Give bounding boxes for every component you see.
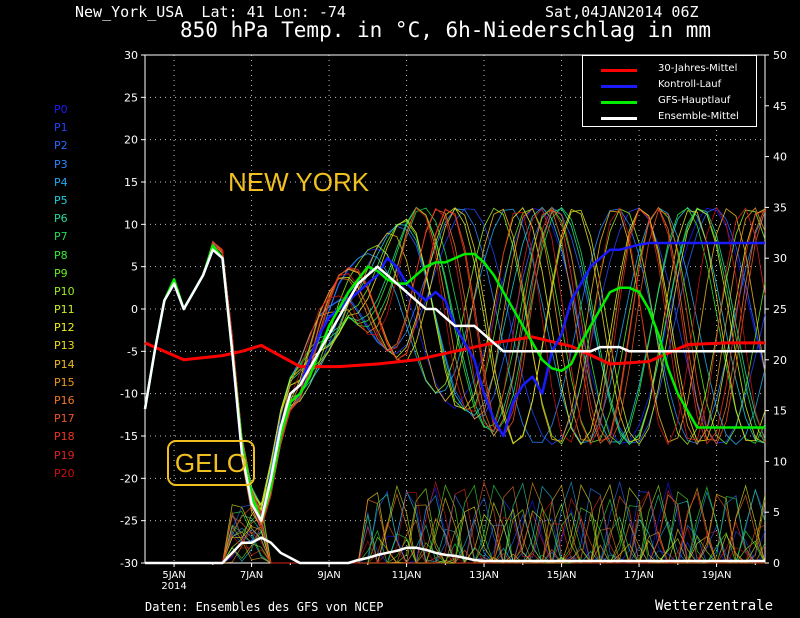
y-right-tick-label: 45	[773, 100, 787, 113]
member-label-p0: P0	[54, 103, 68, 116]
legend-entry: Kontroll-Lauf	[583, 78, 756, 94]
member-label-p2: P2	[54, 139, 68, 153]
member-label-p4: P4	[54, 175, 68, 189]
chart-axes: -30 -25 -20 -15 -10 -5 0 5 10 15 20 25 30 0 5 10 15 20 25 3…	[120, 49, 787, 592]
y-right-tick-label: 40	[773, 151, 787, 164]
legend-label: Kontroll-Lauf	[658, 79, 722, 90]
y-right-tick-label: 25	[773, 303, 787, 316]
y-left-tick-label: 20	[124, 134, 138, 147]
legend-swatch	[601, 101, 637, 104]
legend-entry: GFS-Hauptlauf	[583, 94, 756, 110]
y-right-tick-label: 20	[773, 354, 787, 367]
series-30-jahres-mittel	[144, 335, 765, 369]
data-source-label: Daten: Ensembles des GFS von NCEP	[145, 600, 384, 614]
member-label-p15: P15	[54, 375, 75, 389]
member-label-p18: P18	[54, 430, 75, 444]
legend-label: GFS-Hauptlauf	[658, 95, 731, 106]
member-label-p19: P19	[54, 448, 75, 462]
member-line-p15	[144, 207, 766, 529]
member-label-p9: P9	[54, 266, 68, 280]
member-label-p1: P1	[54, 121, 68, 135]
main-lines	[143, 241, 765, 565]
member-precip-p19	[145, 480, 766, 565]
y-right-tick-label: 15	[773, 405, 787, 418]
member-label-p3: P3	[54, 157, 68, 171]
member-label-p5: P5	[54, 193, 68, 207]
legend-label: 30-Jahres-Mittel	[658, 63, 738, 74]
x-tick-label: 19JAN	[702, 570, 732, 581]
y-left-tick-label: -5	[127, 345, 138, 358]
member-lines	[144, 206, 766, 565]
member-precip-p18	[145, 488, 765, 564]
y-right-tick-label: 35	[773, 201, 787, 214]
y-left-tick-label: 10	[124, 218, 138, 231]
y-right-tick-label: 5	[773, 506, 780, 519]
member-label-p6: P6	[54, 212, 68, 226]
chart-legend: 30-Jahres-Mittel Kontroll-Lauf GFS-Hauptla…	[582, 55, 757, 127]
legend-swatch	[601, 117, 637, 120]
brand-label: Wetterzentrale	[655, 598, 774, 614]
y-right-tick-label: 0	[773, 557, 780, 570]
member-label-p17: P17	[54, 412, 75, 426]
x-tick-label: 13JAN	[469, 570, 499, 581]
member-precip-p14	[145, 484, 765, 564]
member-label-p8: P8	[54, 248, 68, 262]
x-tick-label: 17JAN	[624, 570, 654, 581]
y-left-tick-label: 30	[124, 49, 138, 62]
y-left-tick-label: -30	[120, 557, 138, 570]
legend-swatch	[601, 85, 637, 88]
series-ensemble-mittel	[143, 248, 765, 522]
y-left-tick-label: -10	[120, 388, 138, 401]
member-label-p7: P7	[54, 230, 68, 244]
legend-entry: 30-Jahres-Mittel	[583, 62, 756, 78]
date-label: Sat,04JAN2014 06Z	[545, 3, 699, 21]
chart-title: 850 hPa Temp. in °C, 6h-Niederschlag in …	[180, 18, 712, 42]
y-left-tick-label: -25	[120, 515, 138, 528]
legend-swatch	[601, 69, 637, 72]
member-label-p16: P16	[54, 394, 75, 407]
y-right-tick-label: 30	[773, 252, 787, 265]
y-left-tick-label: 15	[124, 176, 138, 189]
y-right-tick-label: 10	[773, 455, 787, 468]
city-annotation: NEW YORK	[228, 167, 370, 197]
member-label-p14: P14	[54, 357, 75, 371]
station-label: New_York_USA Lat: 41 Lon: -74	[75, 3, 346, 21]
y-left-tick-label: -15	[120, 430, 138, 443]
y-left-tick-label: 25	[124, 91, 138, 104]
member-label-p13: P13	[54, 339, 75, 353]
x-tick-label: 15JAN	[547, 570, 577, 581]
x-tick-label: 11JAN	[392, 570, 422, 581]
x-year-label: 2014	[161, 581, 186, 592]
legend-label: Ensemble-Mittel	[658, 111, 739, 122]
x-tick-label: 5JAN	[162, 570, 185, 581]
x-tick-label: 7JAN	[240, 570, 263, 581]
y-left-tick-label: -20	[120, 472, 138, 485]
member-label-p10: P10	[54, 284, 75, 298]
legend-entry: Ensemble-Mittel	[583, 110, 756, 126]
x-tick-label: 9JAN	[317, 570, 340, 581]
y-left-tick-label: 5	[131, 261, 138, 274]
y-left-tick-label: 0	[131, 303, 138, 316]
member-list: P0 P1 P2 P3 P4 P5 P6 P7 P8 P9 P10 P11 P12 P13 P14 P15 P1…	[54, 101, 75, 483]
member-label-p11: P11	[54, 303, 75, 317]
member-label-p12: P12	[54, 321, 75, 335]
frost-annotation: GELO	[167, 440, 255, 486]
series-ensemble-mittel-niederschlag	[145, 536, 765, 565]
member-label-p20: P20	[54, 466, 75, 480]
y-right-tick-label: 50	[773, 49, 787, 62]
